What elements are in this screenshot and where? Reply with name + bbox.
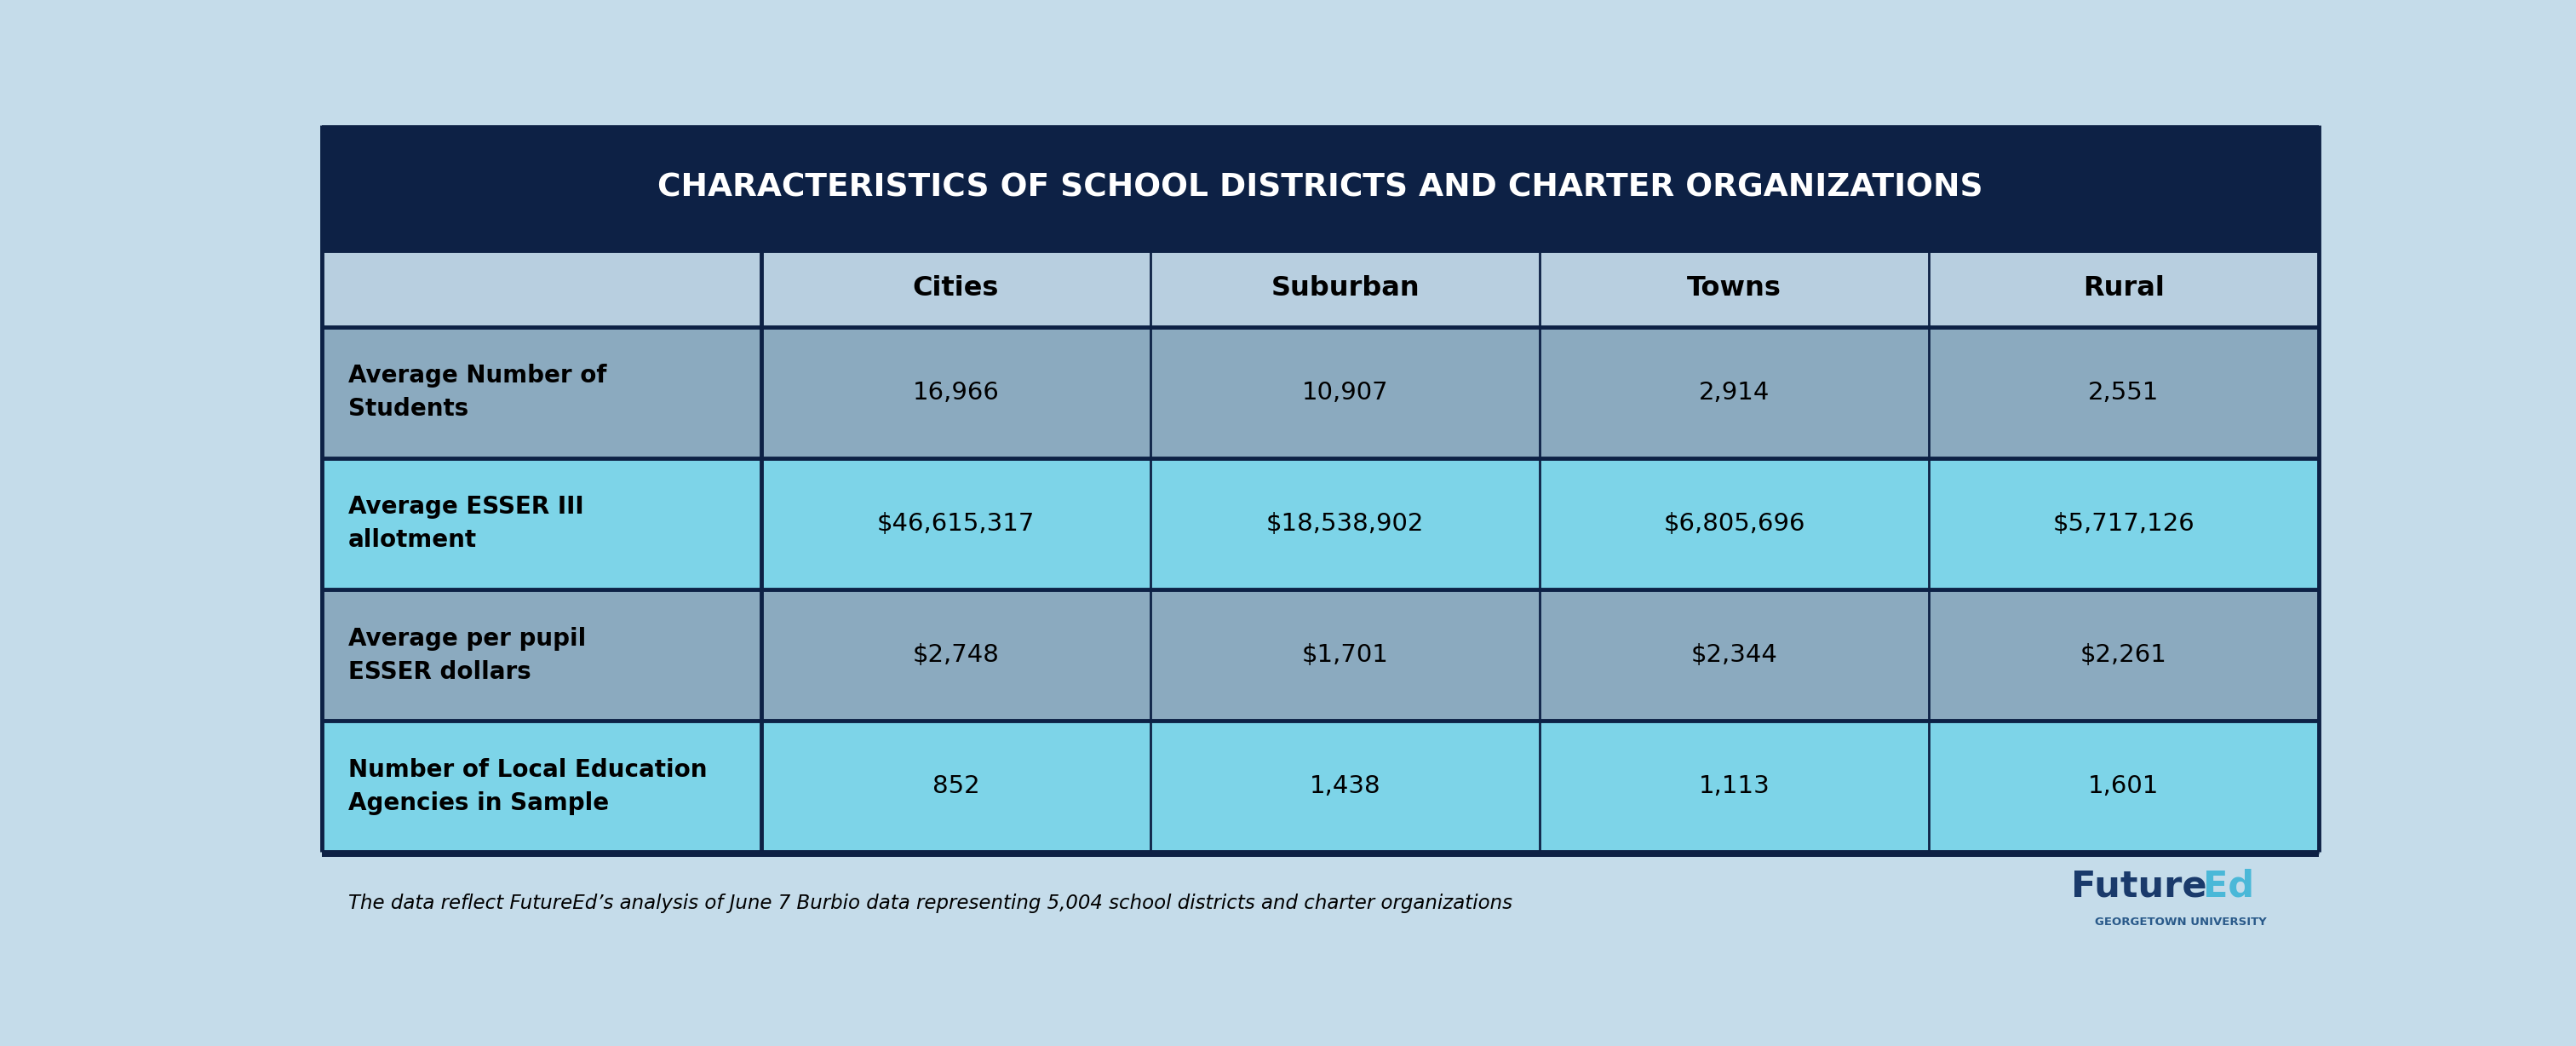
Text: $1,701: $1,701 — [1301, 643, 1388, 667]
Text: Average Number of
Students: Average Number of Students — [348, 364, 605, 422]
Text: Rural: Rural — [2084, 275, 2164, 302]
Text: $6,805,696: $6,805,696 — [1664, 511, 1806, 536]
FancyBboxPatch shape — [322, 852, 2318, 857]
Text: Average per pupil
ESSER dollars: Average per pupil ESSER dollars — [348, 627, 585, 684]
FancyBboxPatch shape — [322, 721, 2318, 852]
Text: 2,551: 2,551 — [2089, 381, 2159, 405]
Text: 10,907: 10,907 — [1301, 381, 1388, 405]
Text: Ed: Ed — [2202, 868, 2254, 905]
Text: $2,748: $2,748 — [912, 643, 999, 667]
Text: Towns: Towns — [1687, 275, 1783, 302]
Text: $5,717,126: $5,717,126 — [2053, 511, 2195, 536]
Text: Average ESSER III
allotment: Average ESSER III allotment — [348, 495, 585, 552]
FancyBboxPatch shape — [322, 326, 2318, 458]
Text: 1,113: 1,113 — [1698, 774, 1770, 798]
Text: The data reflect FutureEd’s analysis of June 7 Burbio data representing 5,004 sc: The data reflect FutureEd’s analysis of … — [348, 893, 1512, 913]
Text: $2,261: $2,261 — [2081, 643, 2166, 667]
Text: Suburban: Suburban — [1270, 275, 1419, 302]
Text: 2,914: 2,914 — [1700, 381, 1770, 405]
Text: Future: Future — [2071, 868, 2208, 905]
Text: $46,615,317: $46,615,317 — [876, 511, 1036, 536]
FancyBboxPatch shape — [322, 126, 2318, 250]
Text: 1,601: 1,601 — [2089, 774, 2159, 798]
Text: $18,538,902: $18,538,902 — [1267, 511, 1425, 536]
Text: $2,344: $2,344 — [1690, 643, 1777, 667]
Text: 16,966: 16,966 — [912, 381, 999, 405]
FancyBboxPatch shape — [322, 857, 2318, 950]
Text: Cities: Cities — [912, 275, 999, 302]
FancyBboxPatch shape — [322, 590, 2318, 721]
Text: 1,438: 1,438 — [1309, 774, 1381, 798]
FancyBboxPatch shape — [322, 250, 2318, 326]
Text: GEORGETOWN UNIVERSITY: GEORGETOWN UNIVERSITY — [2094, 916, 2267, 927]
Text: Number of Local Education
Agencies in Sample: Number of Local Education Agencies in Sa… — [348, 758, 706, 815]
Text: CHARACTERISTICS OF SCHOOL DISTRICTS AND CHARTER ORGANIZATIONS: CHARACTERISTICS OF SCHOOL DISTRICTS AND … — [657, 173, 1984, 203]
Text: 852: 852 — [933, 774, 979, 798]
FancyBboxPatch shape — [322, 458, 2318, 590]
